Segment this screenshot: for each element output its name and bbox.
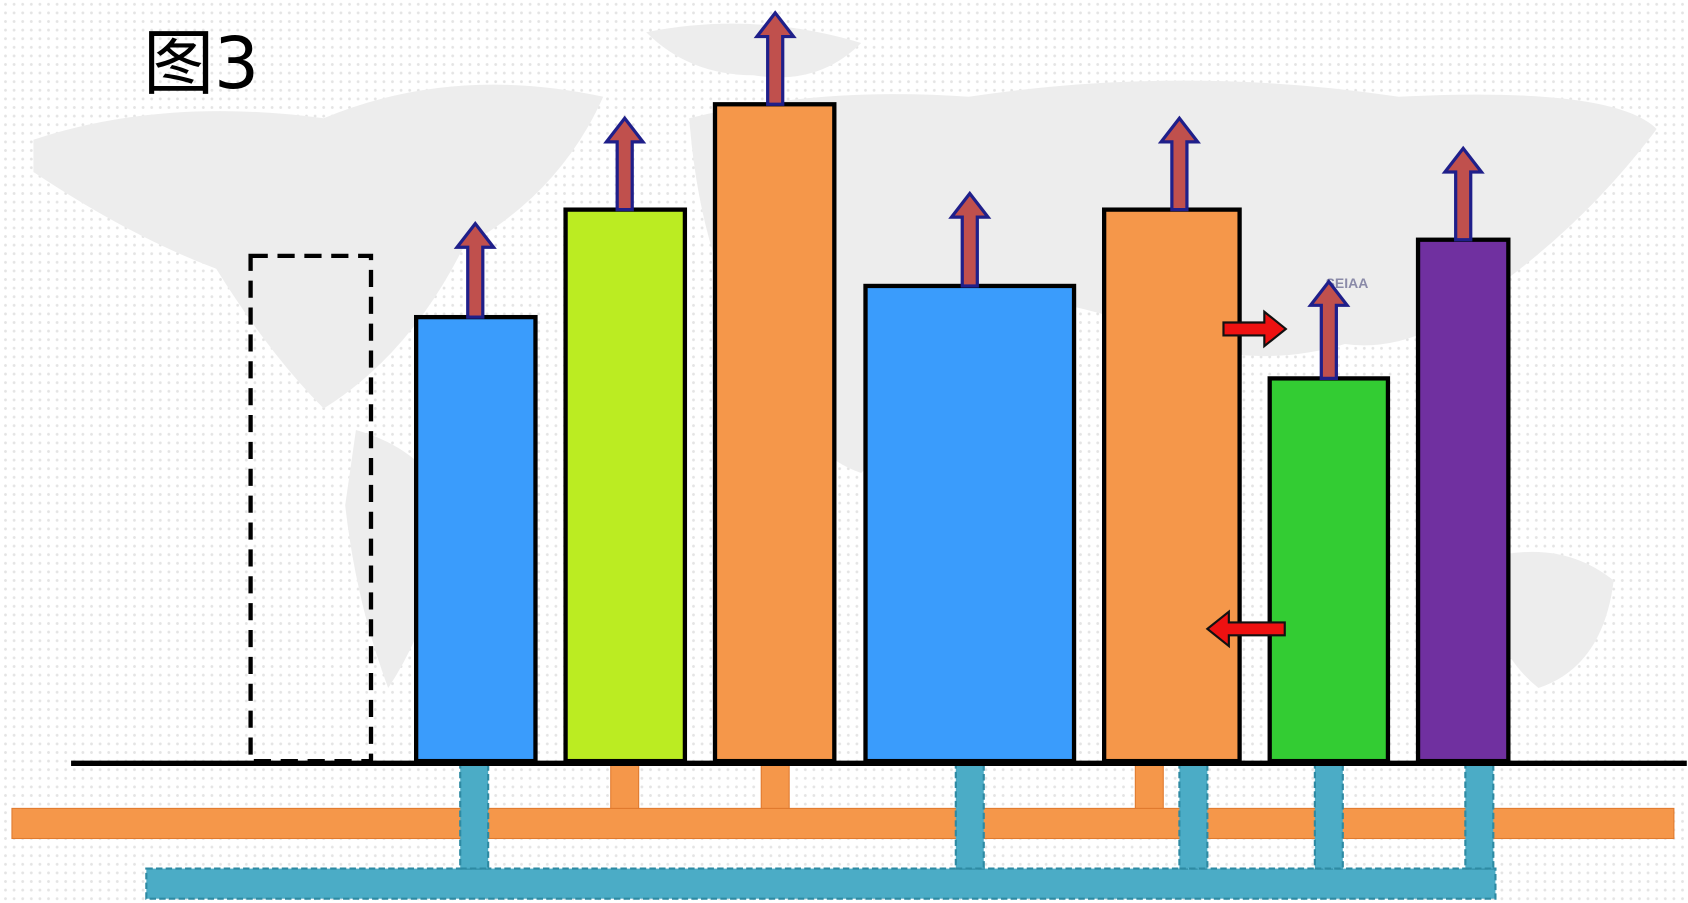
block	[563, 207, 688, 764]
orange-connector	[610, 762, 640, 809]
up-arrow	[1441, 145, 1485, 242]
left-arrow	[1205, 609, 1286, 649]
orange-connector	[1134, 762, 1164, 809]
up-arrow	[948, 190, 992, 288]
block	[413, 314, 538, 764]
up-arrow	[753, 10, 797, 106]
orange-connector	[760, 762, 790, 809]
up-arrow	[1157, 115, 1201, 212]
up-arrow	[453, 220, 497, 319]
block	[863, 283, 1077, 764]
orange-beam	[11, 807, 1675, 840]
right-arrow	[1222, 309, 1288, 349]
up-arrow	[603, 115, 647, 212]
connectors	[459, 762, 1495, 870]
watermark: SEIAA	[1326, 275, 1369, 291]
block	[1415, 237, 1511, 764]
up-arrow	[1307, 279, 1351, 381]
teal-beam	[145, 867, 1497, 900]
teal-connector	[459, 762, 490, 870]
teal-connector	[1313, 762, 1344, 870]
block	[712, 102, 837, 764]
arrows	[453, 10, 1485, 649]
block	[1102, 207, 1242, 764]
teal-connector	[1464, 762, 1495, 870]
teal-connector	[954, 762, 985, 870]
figure-title: 图3	[143, 22, 259, 105]
block	[1267, 376, 1391, 764]
teal-connector	[1178, 762, 1209, 870]
